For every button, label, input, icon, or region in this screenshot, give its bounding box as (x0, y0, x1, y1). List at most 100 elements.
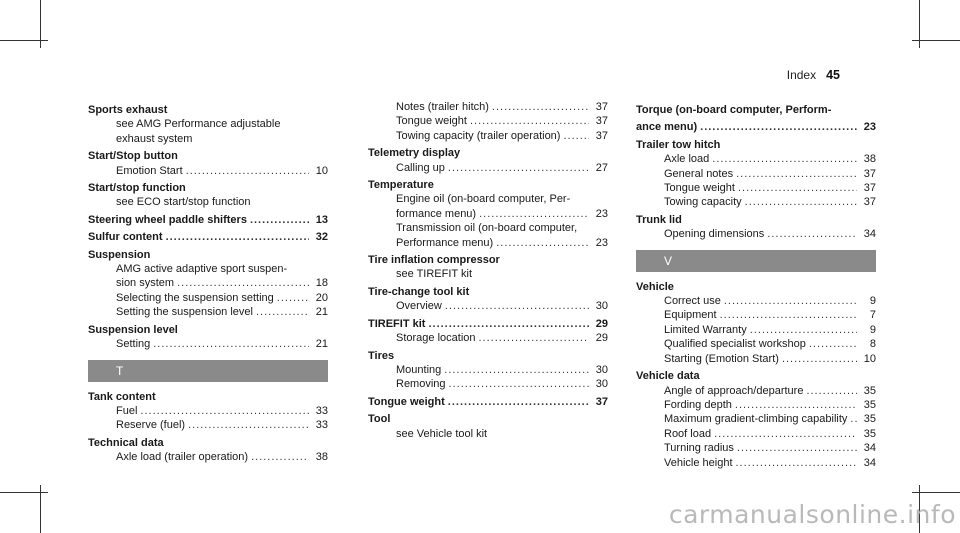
index-subentry-entry: Roof load 35 (636, 427, 876, 441)
index-subentry-entry: Setting 21 (88, 337, 328, 351)
entry-page-number: 37 (863, 167, 876, 180)
index-subentry-entry: Axle load 38 (636, 152, 876, 166)
entry-page-number: 21 (315, 306, 328, 319)
index-subentry-entry: Equipment 7 (636, 308, 876, 322)
entry-page-number: 10 (863, 352, 876, 365)
leader-dots (449, 377, 589, 391)
crop-mark (919, 485, 920, 533)
entry-page-number: 30 (595, 363, 608, 376)
page-header: Index 45 (787, 68, 840, 82)
entry-text: sion system (116, 277, 175, 290)
index-subentry-entry: Overview 30 (368, 299, 608, 313)
watermark: carmanualsonline.info (668, 500, 956, 529)
entry-text: Removing (396, 378, 446, 391)
index-subentry-entry: Emotion Start 10 (88, 164, 328, 178)
index-subentry-entry: Towing capacity 37 (636, 195, 876, 209)
index-subentry-entry: Fording depth 35 (636, 398, 876, 412)
index-subentry-entry: Fuel 33 (88, 404, 328, 418)
entry-text: Notes (trailer hitch) (396, 101, 489, 113)
entry-text: Towing capacity (664, 196, 742, 209)
index-column-3: Torque (on-board computer, Perform-ance … (636, 100, 876, 470)
entry-text: formance menu) (396, 207, 477, 220)
index-heading: Tank content (88, 390, 156, 403)
entry-text: Equipment (664, 309, 717, 322)
entry-page-number: 9 (869, 323, 876, 336)
index-heading: Start/Stop button (88, 150, 178, 163)
crop-mark (0, 492, 48, 493)
entry-page-number: 37 (863, 196, 876, 209)
index-heading: Telemetry display (368, 147, 461, 160)
crop-mark (40, 0, 41, 48)
index-subentry-entry: Vehicle height 34 (636, 456, 876, 470)
entry-page-number: 10 (315, 164, 328, 177)
leader-dots (479, 207, 589, 221)
leader-dots (735, 398, 857, 412)
entry-page-number: 35 (863, 384, 876, 397)
leader-dots (166, 230, 309, 244)
entry-page-number: 8 (869, 338, 876, 351)
entry-text: Tongue weight (664, 182, 735, 195)
index-subentry-entry: Performance menu) 23 (368, 236, 608, 250)
page-number: 45 (826, 68, 840, 82)
leader-dots (256, 305, 309, 319)
entry-page-number: 13 (315, 213, 328, 226)
entry-page-number: 35 (863, 427, 876, 440)
entry-text: Emotion Start (116, 164, 183, 177)
entry-text: Steering wheel paddle shifters (88, 213, 247, 226)
entry-text: Fuel (116, 404, 138, 417)
entry-text: Overview (396, 300, 442, 313)
index-heading: Suspension (88, 248, 151, 261)
entry-page-number: 37 (595, 115, 608, 128)
leader-dots (250, 213, 309, 227)
leader-dots (188, 418, 309, 432)
index-heading: Trunk lid (636, 213, 682, 226)
entry-text: Calling up (396, 161, 445, 174)
leader-dots (809, 337, 857, 351)
index-subentry-entry: Limited Warranty 9 (636, 323, 876, 337)
entry-page-number: 34 (863, 442, 876, 455)
index-heading: Tires (368, 349, 395, 362)
entry-text: Setting (116, 338, 151, 351)
leader-dots (714, 427, 857, 441)
index-heading-entry: Steering wheel paddle shifters 13 (88, 213, 328, 227)
index-subentry-entry: Starting (Emotion Start) 10 (636, 352, 876, 366)
entry-text: Correct use (664, 295, 721, 308)
leader-dots (470, 114, 589, 128)
entry-page-number: 7 (869, 309, 876, 322)
index-subentry-entry: formance menu) 23 (368, 207, 608, 221)
entry-text: Maximum gradient-climbing capability (664, 413, 848, 426)
leader-dots (445, 299, 589, 313)
index-subentry: exhaust system (116, 132, 193, 145)
index-heading: Vehicle data (636, 370, 700, 383)
entry-text: Reserve (fuel) (116, 419, 186, 432)
entry-text: Fording depth (664, 398, 732, 411)
leader-dots (737, 441, 857, 455)
leader-dots (251, 450, 309, 464)
entry-page-number: 23 (863, 121, 876, 134)
entry-page-number: 37 (863, 182, 876, 195)
index-letter-heading: T (88, 359, 328, 382)
leader-dots (720, 308, 857, 322)
leader-dots (738, 181, 857, 195)
leader-dots (186, 164, 309, 178)
entry-page-number: 35 (863, 413, 876, 426)
leader-dots (140, 404, 309, 418)
index-subentry-entry: sion system 18 (88, 276, 328, 290)
index-heading-entry: TIREFIT kit 29 (368, 317, 608, 331)
index-subentry-entry: Reserve (fuel) 33 (88, 418, 328, 432)
index-column-1: Sports exhaust see AMG Performance adjust… (88, 100, 328, 465)
entry-text: Axle load (trailer operation) (116, 451, 249, 464)
leader-dots (177, 276, 309, 290)
entry-page-number: 23 (595, 207, 608, 220)
entry-page-number: 29 (595, 332, 608, 345)
entry-page-number: 29 (595, 317, 608, 330)
leader-dots (277, 291, 309, 305)
entry-text: Sulfur content (88, 231, 163, 244)
leader-dots (850, 412, 857, 426)
entry-text: Tongue weight (396, 115, 467, 128)
leader-dots (448, 161, 589, 175)
entry-text: Performance menu) (396, 236, 494, 249)
index-subentry: see Vehicle tool kit (396, 427, 488, 440)
leader-dots (782, 352, 857, 366)
index-subentry-entry: Turning radius 34 (636, 441, 876, 455)
